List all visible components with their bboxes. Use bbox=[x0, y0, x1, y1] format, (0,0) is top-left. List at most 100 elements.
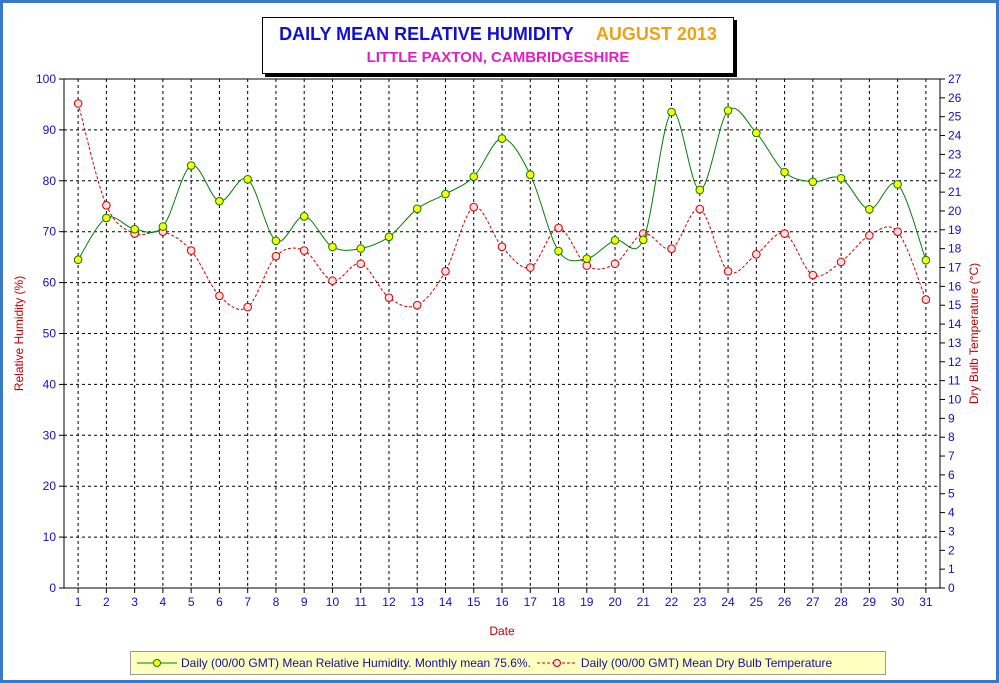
y2-tick-label: 8 bbox=[948, 430, 955, 444]
data-point-temperature bbox=[780, 229, 789, 238]
data-point-temperature bbox=[865, 231, 874, 240]
y2-tick-label: 17 bbox=[948, 261, 962, 275]
x-tick-label: 15 bbox=[467, 595, 481, 609]
data-point-humidity bbox=[384, 232, 394, 242]
data-point-temperature bbox=[921, 295, 931, 304]
x-tick-label: 12 bbox=[382, 595, 396, 609]
x-tick-label: 19 bbox=[580, 595, 594, 609]
y2-tick-label: 13 bbox=[948, 336, 962, 350]
x-tick-label: 26 bbox=[778, 595, 792, 609]
x-tick-label: 17 bbox=[524, 595, 538, 609]
y-tick-label: 30 bbox=[43, 428, 57, 442]
legend-swatch-temperature bbox=[536, 659, 577, 667]
x-tick-label: 20 bbox=[608, 595, 622, 609]
x-tick-label: 4 bbox=[160, 595, 167, 609]
chart-subtitle: LITTLE PAXTON, CAMBRIDGESHIRE bbox=[366, 49, 630, 66]
data-point-humidity bbox=[441, 189, 450, 199]
data-point-humidity bbox=[130, 224, 139, 234]
data-point-temperature bbox=[836, 257, 846, 267]
y2-tick-label: 0 bbox=[948, 581, 955, 595]
legend-swatch-humidity bbox=[137, 659, 177, 667]
y-tick-label: 90 bbox=[43, 123, 57, 137]
data-point-temperature bbox=[356, 259, 366, 269]
x-tick-label: 2 bbox=[103, 595, 110, 609]
y2-tick-label: 27 bbox=[948, 72, 962, 86]
data-point-temperature bbox=[525, 263, 535, 272]
data-point-temperature bbox=[186, 246, 196, 255]
legend-item-temperature: Daily (00/00 GMT) Mean Dry Bulb Temperat… bbox=[536, 656, 833, 670]
chart-title-month: AUGUST 2013 bbox=[595, 24, 717, 44]
x-tick-label: 7 bbox=[244, 595, 251, 609]
data-point-humidity bbox=[328, 242, 337, 252]
y2-tick-label: 2 bbox=[948, 543, 955, 557]
data-point-temperature bbox=[271, 251, 281, 261]
x-tick-label: 1 bbox=[75, 595, 82, 609]
y2-tick-label: 20 bbox=[948, 204, 962, 218]
x-tick-label: 30 bbox=[891, 595, 905, 609]
y-tick-label: 70 bbox=[43, 225, 57, 239]
data-point-temperature bbox=[102, 201, 111, 210]
data-point-temperature bbox=[610, 259, 620, 269]
data-point-humidity bbox=[356, 244, 366, 253]
y-tick-label: 100 bbox=[36, 72, 56, 86]
data-point-temperature bbox=[752, 250, 761, 259]
data-point-temperature bbox=[667, 244, 676, 253]
data-point-humidity bbox=[554, 246, 563, 256]
data-point-humidity bbox=[695, 185, 705, 195]
legend-item-humidity: Daily (00/00 GMT) Mean Relative Humidity… bbox=[137, 656, 531, 670]
legend: Daily (00/00 GMT) Mean Relative Humidity… bbox=[130, 651, 886, 675]
y2-tick-label: 6 bbox=[948, 468, 955, 482]
y-axis-label: Relative Humidity (%) bbox=[12, 276, 26, 391]
x-tick-label: 14 bbox=[439, 595, 453, 609]
x-tick-label: 9 bbox=[301, 595, 308, 609]
data-point-temperature bbox=[215, 291, 224, 301]
x-tick-label: 28 bbox=[834, 595, 848, 609]
y2-axis-label: Dry Bulb Temperature (°C) bbox=[967, 263, 981, 404]
y2-tick-label: 7 bbox=[948, 449, 955, 463]
y-tick-label: 60 bbox=[43, 276, 57, 290]
chart-title-box: DAILY MEAN RELATIVE HUMIDITY AUGUST 2013 … bbox=[262, 17, 734, 74]
data-point-temperature bbox=[497, 242, 507, 252]
y-tick-label: 10 bbox=[43, 530, 57, 544]
y2-tick-label: 23 bbox=[948, 147, 962, 161]
data-point-humidity bbox=[497, 134, 507, 143]
data-point-humidity bbox=[525, 170, 535, 179]
y-tick-label: 20 bbox=[43, 479, 57, 493]
data-point-humidity bbox=[808, 177, 818, 187]
data-point-humidity bbox=[102, 213, 111, 223]
x-tick-label: 10 bbox=[326, 595, 340, 609]
x-tick-label: 11 bbox=[354, 595, 367, 609]
data-point-temperature bbox=[554, 223, 563, 233]
data-point-temperature bbox=[695, 204, 705, 214]
x-tick-label: 24 bbox=[721, 595, 735, 609]
y2-tick-label: 1 bbox=[948, 562, 955, 576]
data-point-temperature bbox=[469, 202, 479, 212]
y2-tick-label: 10 bbox=[948, 392, 962, 406]
data-point-humidity bbox=[836, 173, 846, 183]
data-point-temperature bbox=[412, 300, 422, 310]
data-point-humidity bbox=[780, 167, 789, 177]
x-tick-label: 18 bbox=[552, 595, 566, 609]
data-point-temperature bbox=[243, 302, 252, 312]
y2-tick-label: 5 bbox=[948, 487, 955, 501]
x-tick-label: 29 bbox=[863, 595, 877, 609]
data-point-temperature bbox=[73, 99, 83, 108]
x-tick-label: 22 bbox=[665, 595, 679, 609]
x-tick-label: 27 bbox=[806, 595, 820, 609]
legend-label-temperature: Daily (00/00 GMT) Mean Dry Bulb Temperat… bbox=[580, 656, 833, 670]
y2-tick-label: 4 bbox=[948, 506, 955, 520]
data-point-humidity bbox=[158, 222, 168, 231]
data-point-humidity bbox=[752, 128, 761, 138]
y-tick-label: 80 bbox=[43, 174, 57, 188]
data-point-humidity bbox=[412, 204, 422, 214]
x-tick-label: 31 bbox=[919, 595, 933, 609]
y2-tick-label: 16 bbox=[948, 279, 962, 293]
x-axis-label: Date bbox=[489, 624, 515, 638]
x-tick-label: 3 bbox=[131, 595, 138, 609]
x-tick-label: 25 bbox=[750, 595, 764, 609]
y-tick-label: 50 bbox=[43, 327, 57, 341]
y2-tick-label: 3 bbox=[948, 524, 955, 538]
y2-tick-label: 12 bbox=[948, 355, 962, 369]
data-point-humidity bbox=[243, 174, 252, 184]
y2-tick-label: 15 bbox=[948, 298, 962, 312]
